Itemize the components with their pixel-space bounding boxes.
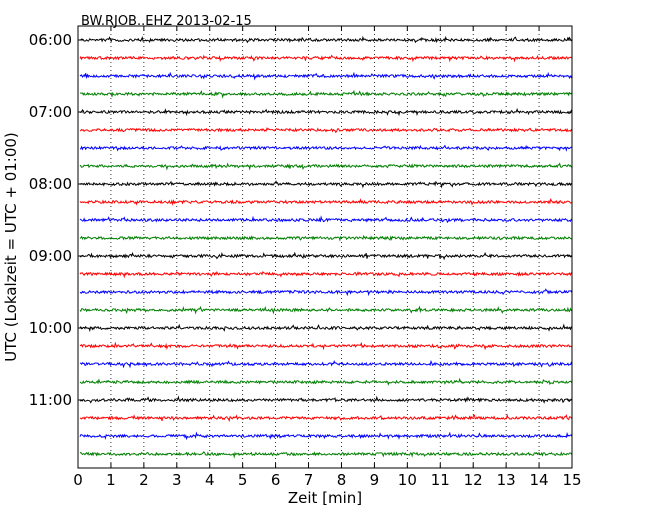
seismic-trace-0615 [79, 54, 573, 63]
x-tick-label: 3 [172, 471, 182, 489]
y-tick-label: 10:00 [29, 319, 72, 337]
seismic-trace-0915 [79, 270, 573, 279]
x-tick-label: 12 [464, 471, 483, 489]
seismic-trace-1000 [79, 323, 573, 333]
y-tick-label: 08:00 [29, 175, 72, 193]
x-tick-label: 5 [238, 471, 248, 489]
x-tick-label: 14 [530, 471, 549, 489]
seismic-trace-0630 [79, 71, 573, 81]
seismic-trace-0700 [79, 107, 573, 117]
x-tick-label: 11 [431, 471, 450, 489]
x-tick-label: 6 [271, 471, 281, 489]
x-tick-label: 1 [106, 471, 116, 489]
y-tick-label: 06:00 [29, 31, 72, 49]
seismic-trace-1030 [79, 359, 573, 369]
seismic-trace-1100 [79, 395, 573, 404]
x-tick-label: 13 [497, 471, 516, 489]
seismic-trace-0745 [79, 162, 573, 171]
seismic-trace-0800 [79, 180, 573, 189]
x-tick-label: 8 [337, 471, 347, 489]
y-axis-label: UTC (Lokalzeit = UTC + 01:00) [2, 132, 20, 362]
seismic-trace-1045 [79, 377, 573, 386]
seismic-trace-0600 [79, 35, 573, 44]
y-tick-label: 11:00 [29, 391, 72, 409]
x-tick-label: 7 [304, 471, 314, 489]
seismic-trace-0645 [79, 89, 573, 99]
seismic-trace-0845 [79, 234, 573, 242]
x-tick-label: 9 [370, 471, 380, 489]
y-axis-ticks: 06:00 07:00 08:00 09:00 10:00 11:00 [29, 31, 572, 409]
x-tick-label: 2 [139, 471, 149, 489]
x-tick-label: 0 [73, 471, 83, 489]
seismic-trace-0900 [79, 251, 573, 261]
seismic-trace-0830 [79, 215, 573, 224]
seismic-trace-0945 [79, 305, 573, 315]
y-tick-label: 09:00 [29, 247, 72, 265]
grid-lines [110, 26, 540, 468]
x-axis-label: Zeit [min] [288, 489, 362, 507]
seismic-trace-1115 [79, 413, 573, 423]
x-tick-label: 10 [398, 471, 417, 489]
x-axis-ticks: 0 1 2 3 4 5 6 7 8 9 10 11 12 13 14 15 [73, 26, 582, 489]
x-tick-label: 15 [562, 471, 581, 489]
seismic-trace-0715 [79, 127, 573, 134]
y-tick-label: 07:00 [29, 103, 72, 121]
seismic-trace-0730 [79, 144, 573, 152]
seismic-trace-1015 [79, 341, 573, 351]
x-tick-label: 4 [205, 471, 215, 489]
seismic-trace-1145 [79, 451, 573, 459]
seismic-trace-0930 [79, 288, 573, 297]
plot-frame [77, 25, 573, 469]
chart-title: BW.RJOB..EHZ 2013-02-15 [81, 14, 252, 29]
seismic-trace-0815 [79, 197, 573, 206]
seismic-trace-1130 [79, 431, 573, 441]
seismic-traces [79, 35, 573, 459]
